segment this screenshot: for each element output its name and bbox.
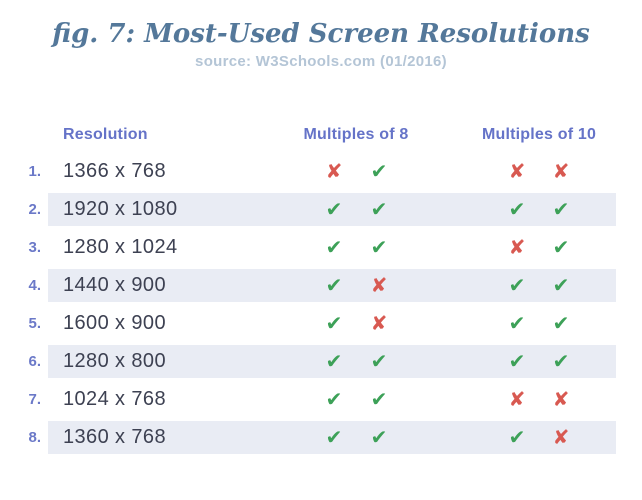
row-number: 1. <box>28 163 41 180</box>
resolution-value: 1024 x 768 <box>63 388 166 410</box>
check-icon: ✔ <box>325 311 343 335</box>
check-icon: ✔ <box>552 197 570 221</box>
check-icon: ✔ <box>370 387 388 411</box>
check-icon: ✔ <box>370 197 388 221</box>
check-icon: ✔ <box>508 349 526 373</box>
table-header: Resolution Multiples of 8 Multiples of 1… <box>0 124 642 146</box>
figure-title: fig. 7: Most-Used Screen Resolutions <box>52 19 590 49</box>
table-rows: 1. 1366 x 768 ✘ ✔ ✘ ✘ 2. 1920 x 1080 ✔ ✔… <box>0 155 642 454</box>
row-number: 8. <box>28 429 41 446</box>
resolution-value: 1440 x 900 <box>63 274 166 296</box>
check-icon: ✔ <box>552 349 570 373</box>
resolution-value: 1366 x 768 <box>63 160 166 182</box>
check-icon: ✔ <box>552 273 570 297</box>
check-icon: ✔ <box>370 159 388 183</box>
column-header-multiples-of-8: Multiples of 8 <box>303 126 409 143</box>
check-icon: ✔ <box>325 349 343 373</box>
cross-icon: ✘ <box>508 235 526 259</box>
check-icon: ✔ <box>370 349 388 373</box>
cross-icon: ✘ <box>508 159 526 183</box>
check-icon: ✔ <box>370 425 388 449</box>
resolution-value: 1280 x 1024 <box>63 236 178 258</box>
cross-icon: ✘ <box>552 425 570 449</box>
row-number: 4. <box>28 277 41 294</box>
cross-icon: ✘ <box>552 387 570 411</box>
table-row: 2. 1920 x 1080 ✔ ✔ ✔ ✔ <box>0 193 642 226</box>
cross-icon: ✘ <box>552 159 570 183</box>
row-number: 5. <box>28 315 41 332</box>
resolution-value: 1280 x 800 <box>63 350 166 372</box>
row-number: 2. <box>28 201 41 218</box>
cross-icon: ✘ <box>325 159 343 183</box>
table-row: 7. 1024 x 768 ✔ ✔ ✘ ✘ <box>0 383 642 416</box>
row-number: 6. <box>28 353 41 370</box>
check-icon: ✔ <box>508 311 526 335</box>
check-icon: ✔ <box>370 235 388 259</box>
table-row: 4. 1440 x 900 ✔ ✘ ✔ ✔ <box>0 269 642 302</box>
cross-icon: ✘ <box>370 311 388 335</box>
column-header-resolution: Resolution <box>63 126 148 143</box>
check-icon: ✔ <box>508 425 526 449</box>
check-icon: ✔ <box>325 273 343 297</box>
cross-icon: ✘ <box>508 387 526 411</box>
cross-icon: ✘ <box>370 273 388 297</box>
resolution-value: 1920 x 1080 <box>63 198 178 220</box>
figure: fig. 7: Most-Used Screen Resolutions sou… <box>0 19 642 454</box>
table-row: 6. 1280 x 800 ✔ ✔ ✔ ✔ <box>0 345 642 378</box>
resolution-value: 1600 x 900 <box>63 312 166 334</box>
check-icon: ✔ <box>325 235 343 259</box>
table-row: 3. 1280 x 1024 ✔ ✔ ✘ ✔ <box>0 231 642 264</box>
resolutions-table: Resolution Multiples of 8 Multiples of 1… <box>0 124 642 454</box>
resolution-value: 1360 x 768 <box>63 426 166 448</box>
check-icon: ✔ <box>552 235 570 259</box>
check-icon: ✔ <box>325 197 343 221</box>
column-header-multiples-of-10: Multiples of 10 <box>481 126 597 143</box>
check-icon: ✔ <box>552 311 570 335</box>
check-icon: ✔ <box>325 387 343 411</box>
table-row: 1. 1366 x 768 ✘ ✔ ✘ ✘ <box>0 155 642 188</box>
table-row: 5. 1600 x 900 ✔ ✘ ✔ ✔ <box>0 307 642 340</box>
row-number: 3. <box>28 239 41 256</box>
rank-column-spacer <box>0 124 48 146</box>
figure-source: source: W3Schools.com (01/2016) <box>195 53 447 70</box>
row-number: 7. <box>28 391 41 408</box>
check-icon: ✔ <box>325 425 343 449</box>
check-icon: ✔ <box>508 273 526 297</box>
check-icon: ✔ <box>508 197 526 221</box>
table-row: 8. 1360 x 768 ✔ ✔ ✔ ✘ <box>0 421 642 454</box>
